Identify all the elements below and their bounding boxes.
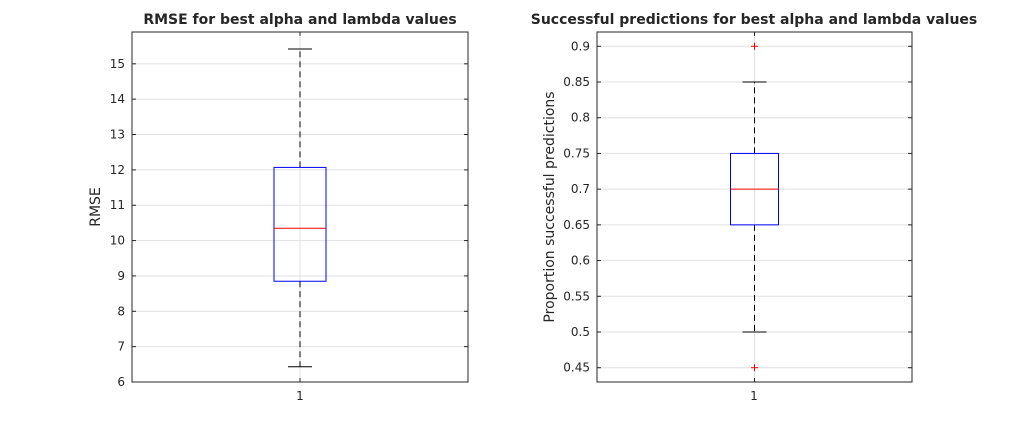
svg-text:1: 1 (750, 389, 758, 403)
y-tick-label: 0.85 (563, 75, 590, 89)
outlier-marker (751, 42, 758, 50)
y-tick-label: 11 (110, 198, 125, 212)
y-tick-label: 0.45 (563, 361, 590, 375)
y-tick-label: 0.7 (571, 182, 590, 196)
plot-area: 0.45 0.5 0.55 0.6 0.65 0.7 0.75 0.8 0.85 0.9 (563, 31, 913, 383)
y-tick-label: 0.5 (571, 325, 590, 339)
x-tick-label: 1 (296, 389, 304, 403)
y-tick-label: 0.9 (571, 39, 590, 53)
axes-frame (131, 31, 469, 383)
outlier-marker (751, 364, 758, 372)
boxplot-rmse: RMSE for best alpha and lambda values RM… (88, 12, 469, 403)
chart-title: RMSE for best alpha and lambda values (143, 12, 456, 28)
y-tick-label: 10 (110, 234, 125, 248)
y-tick-label: 12 (110, 163, 125, 177)
y-tick-label: 0.75 (563, 146, 590, 160)
plot-area: 6 7 8 9 10 11 12 13 14 15 (110, 31, 469, 389)
box-iqr (273, 166, 327, 282)
y-tick-label: 6 (117, 375, 125, 389)
svg-text:1: 1 (296, 389, 304, 403)
y-tick-label: 14 (110, 92, 125, 106)
y-tick-label: 0.8 (571, 111, 590, 125)
y-tick-label: 8 (117, 304, 125, 318)
chart-title: Successful predictions for best alpha an… (531, 12, 978, 28)
boxplot-successful-predictions: Successful predictions for best alpha an… (531, 12, 978, 403)
x-tick-label: 1 (750, 389, 758, 403)
y-tick-label: 7 (117, 340, 125, 354)
axes-frame (596, 31, 913, 383)
y-axis-label: Proportion successful predictions (542, 91, 558, 322)
y-tick-label: 0.65 (563, 218, 590, 232)
y-tick-label: 15 (110, 57, 125, 71)
y-axis-label: RMSE (88, 187, 104, 227)
y-tick-label: 13 (110, 128, 125, 142)
y-tick-label: 0.55 (563, 289, 590, 303)
y-tick-label: 9 (117, 269, 125, 283)
y-tick-label: 0.6 (571, 254, 590, 268)
